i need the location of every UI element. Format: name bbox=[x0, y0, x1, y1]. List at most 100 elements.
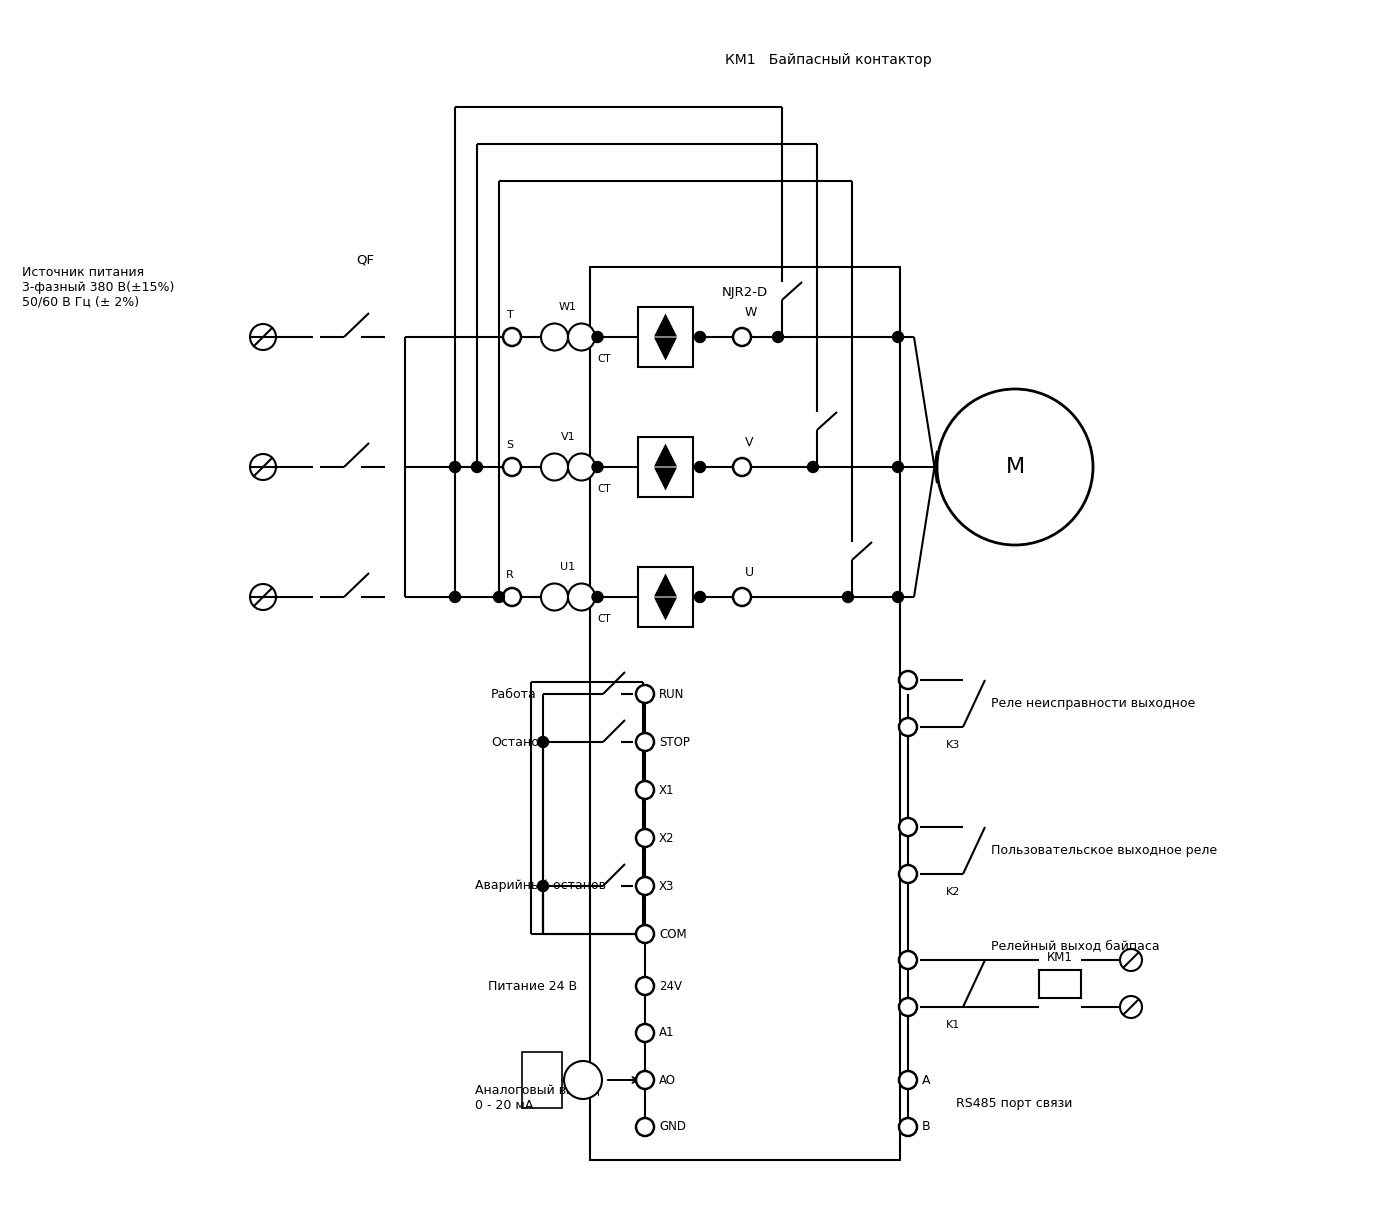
Circle shape bbox=[937, 389, 1093, 545]
Bar bbox=[523, 1052, 562, 1108]
Text: CT: CT bbox=[596, 354, 610, 363]
Circle shape bbox=[695, 462, 706, 473]
Circle shape bbox=[899, 998, 917, 1016]
Bar bbox=[638, 567, 694, 627]
Circle shape bbox=[449, 591, 460, 602]
Circle shape bbox=[637, 1117, 655, 1136]
Circle shape bbox=[733, 328, 751, 346]
Text: K1: K1 bbox=[945, 1020, 960, 1030]
Bar bbox=[638, 307, 694, 367]
Circle shape bbox=[842, 591, 853, 602]
Polygon shape bbox=[655, 338, 677, 361]
Text: X2: X2 bbox=[659, 832, 674, 844]
Circle shape bbox=[541, 584, 569, 611]
Circle shape bbox=[592, 331, 603, 342]
Text: Источник питания
3-фазный 380 В(±15%)
50/60 В Гц (± 2%): Источник питания 3-фазный 380 В(±15%) 50… bbox=[22, 266, 174, 308]
Text: K3: K3 bbox=[945, 740, 960, 750]
Text: COM: COM bbox=[659, 928, 687, 940]
Circle shape bbox=[503, 458, 521, 476]
Text: STOP: STOP bbox=[659, 736, 689, 749]
Text: NJR2-D: NJR2-D bbox=[721, 286, 769, 298]
Text: W1: W1 bbox=[559, 302, 577, 312]
Bar bbox=[589, 267, 899, 1161]
Text: B: B bbox=[922, 1120, 931, 1133]
Circle shape bbox=[899, 718, 917, 736]
Circle shape bbox=[733, 458, 751, 476]
Circle shape bbox=[637, 1024, 655, 1042]
Text: Аналоговый выход
0 - 20 мА: Аналоговый выход 0 - 20 мА bbox=[475, 1084, 599, 1112]
Text: RUN: RUN bbox=[659, 687, 684, 701]
Text: Работа: Работа bbox=[491, 687, 537, 701]
Text: A: A bbox=[922, 1073, 930, 1087]
Text: КМ1: КМ1 bbox=[1047, 951, 1073, 963]
Text: V1: V1 bbox=[560, 432, 575, 442]
Circle shape bbox=[637, 977, 655, 995]
Bar bbox=[1038, 970, 1081, 998]
Circle shape bbox=[541, 324, 569, 350]
Text: Релейный выход байпаса: Релейный выход байпаса bbox=[991, 939, 1159, 952]
Circle shape bbox=[733, 588, 751, 606]
Circle shape bbox=[695, 591, 706, 602]
Text: X3: X3 bbox=[659, 880, 674, 892]
Circle shape bbox=[892, 331, 904, 342]
Text: Аварийный останов: Аварийный останов bbox=[475, 880, 606, 892]
Text: RS485 порт связи: RS485 порт связи bbox=[956, 1096, 1072, 1110]
Text: AO: AO bbox=[659, 1073, 676, 1087]
Circle shape bbox=[773, 331, 784, 342]
Circle shape bbox=[899, 671, 917, 689]
Circle shape bbox=[892, 591, 904, 602]
Bar bbox=[638, 437, 694, 496]
Text: Останов: Останов bbox=[491, 736, 546, 749]
Circle shape bbox=[899, 865, 917, 883]
Text: CT: CT bbox=[596, 484, 610, 494]
Circle shape bbox=[493, 591, 505, 602]
Circle shape bbox=[637, 733, 655, 752]
Circle shape bbox=[892, 462, 904, 473]
Circle shape bbox=[695, 331, 706, 342]
Text: X1: X1 bbox=[659, 784, 674, 797]
Circle shape bbox=[899, 951, 917, 970]
Text: V: V bbox=[745, 435, 753, 448]
Text: T: T bbox=[506, 310, 513, 320]
Circle shape bbox=[637, 781, 655, 800]
Text: A1: A1 bbox=[659, 1026, 674, 1040]
Text: W: W bbox=[745, 306, 758, 319]
Circle shape bbox=[899, 1071, 917, 1089]
Text: 24V: 24V bbox=[659, 979, 682, 993]
Text: М: М bbox=[1005, 457, 1024, 477]
Text: QF: QF bbox=[356, 254, 374, 266]
Text: Питание 24 В: Питание 24 В bbox=[488, 979, 577, 993]
Text: S: S bbox=[506, 440, 513, 450]
Text: CT: CT bbox=[596, 614, 610, 623]
Circle shape bbox=[538, 881, 549, 892]
Circle shape bbox=[564, 1061, 602, 1099]
Circle shape bbox=[637, 925, 655, 942]
Circle shape bbox=[541, 453, 569, 480]
Polygon shape bbox=[655, 313, 677, 336]
Circle shape bbox=[538, 737, 549, 748]
Circle shape bbox=[808, 462, 819, 473]
Circle shape bbox=[592, 591, 603, 602]
Text: U1: U1 bbox=[560, 562, 575, 572]
Text: mA: mA bbox=[574, 1076, 592, 1085]
Circle shape bbox=[637, 877, 655, 894]
Circle shape bbox=[569, 453, 595, 480]
Circle shape bbox=[899, 818, 917, 837]
Polygon shape bbox=[655, 574, 677, 596]
Text: R: R bbox=[506, 570, 514, 580]
Circle shape bbox=[899, 1117, 917, 1136]
Circle shape bbox=[449, 462, 460, 473]
Circle shape bbox=[569, 324, 595, 350]
Circle shape bbox=[503, 588, 521, 606]
Circle shape bbox=[637, 1071, 655, 1089]
Circle shape bbox=[471, 462, 482, 473]
Text: GND: GND bbox=[659, 1120, 687, 1133]
Polygon shape bbox=[655, 467, 677, 490]
Text: Пользовательское выходное реле: Пользовательское выходное реле bbox=[991, 844, 1218, 857]
Polygon shape bbox=[655, 444, 677, 467]
Circle shape bbox=[569, 584, 595, 611]
Text: Реле неисправности выходное: Реле неисправности выходное bbox=[991, 697, 1195, 710]
Circle shape bbox=[637, 829, 655, 848]
Circle shape bbox=[503, 328, 521, 346]
Circle shape bbox=[637, 685, 655, 703]
